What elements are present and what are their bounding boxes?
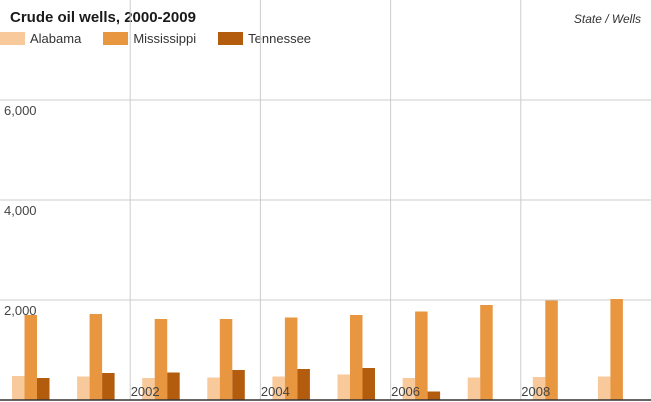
bar-alabama-2007[interactable]: [467, 377, 481, 401]
y-tick-label: 6,000: [4, 103, 37, 118]
bar-tennessee-2003[interactable]: [232, 370, 245, 400]
bar-tennessee-2001[interactable]: [102, 373, 115, 400]
bar-alabama-2002[interactable]: [142, 378, 155, 400]
bar-mississippi-2000[interactable]: [24, 315, 38, 400]
bar-mississippi-2003[interactable]: [219, 319, 233, 400]
bar-alabama-2004[interactable]: [272, 376, 285, 401]
bar-alabama-2005[interactable]: [337, 374, 351, 401]
bar-tennessee-2005[interactable]: [362, 368, 376, 400]
bar-mississippi-2006[interactable]: [415, 311, 428, 401]
chart-title: Crude oil wells, 2000-2009: [10, 9, 196, 26]
bar-mississippi-2001[interactable]: [89, 314, 103, 400]
x-tick-label: 2004: [261, 384, 290, 399]
bar-alabama-2001[interactable]: [77, 376, 90, 401]
x-tick-label: 2006: [391, 384, 420, 399]
x-tick-label: 2002: [131, 384, 160, 399]
legend-swatch-tennessee: [218, 32, 244, 45]
bar-mississippi-2005[interactable]: [350, 315, 363, 400]
bar-mississippi-2008[interactable]: [545, 300, 558, 401]
legend-label-tennessee: Tennessee: [248, 31, 312, 46]
bar-mississippi-2002[interactable]: [154, 319, 168, 400]
legend-label-alabama: Alabama: [30, 31, 82, 46]
legend-label-mississippi: Mississippi: [133, 31, 197, 46]
bar-tennessee-2004[interactable]: [297, 369, 310, 400]
legend: Alabama Mississippi Tennessee: [0, 31, 333, 46]
bar-mississippi-2009[interactable]: [610, 299, 623, 400]
bar-tennessee-2006[interactable]: [427, 391, 441, 401]
legend-item-mississippi[interactable]: Mississippi: [103, 31, 196, 46]
bar-tennessee-2000[interactable]: [37, 378, 50, 400]
bar-alabama-2009[interactable]: [597, 376, 611, 401]
bar-mississippi-2004[interactable]: [284, 317, 298, 401]
bar-alabama-2008[interactable]: [532, 377, 546, 400]
x-tick-label: 2008: [521, 384, 550, 399]
legend-item-tennessee[interactable]: Tennessee: [218, 31, 311, 46]
bar-tennessee-2002[interactable]: [167, 372, 180, 401]
bar-alabama-2003[interactable]: [207, 377, 220, 401]
legend-item-alabama[interactable]: Alabama: [0, 31, 81, 46]
y-tick-label: 2,000: [4, 303, 37, 318]
chart-subtitle: State / Wells: [573, 12, 641, 26]
legend-swatch-mississippi: [103, 32, 129, 45]
bar-alabama-2000[interactable]: [12, 376, 25, 400]
bar-mississippi-2007[interactable]: [480, 305, 493, 400]
y-tick-label: 4,000: [4, 203, 37, 218]
legend-swatch-alabama: [0, 32, 25, 45]
bar-alabama-2006[interactable]: [402, 378, 416, 400]
